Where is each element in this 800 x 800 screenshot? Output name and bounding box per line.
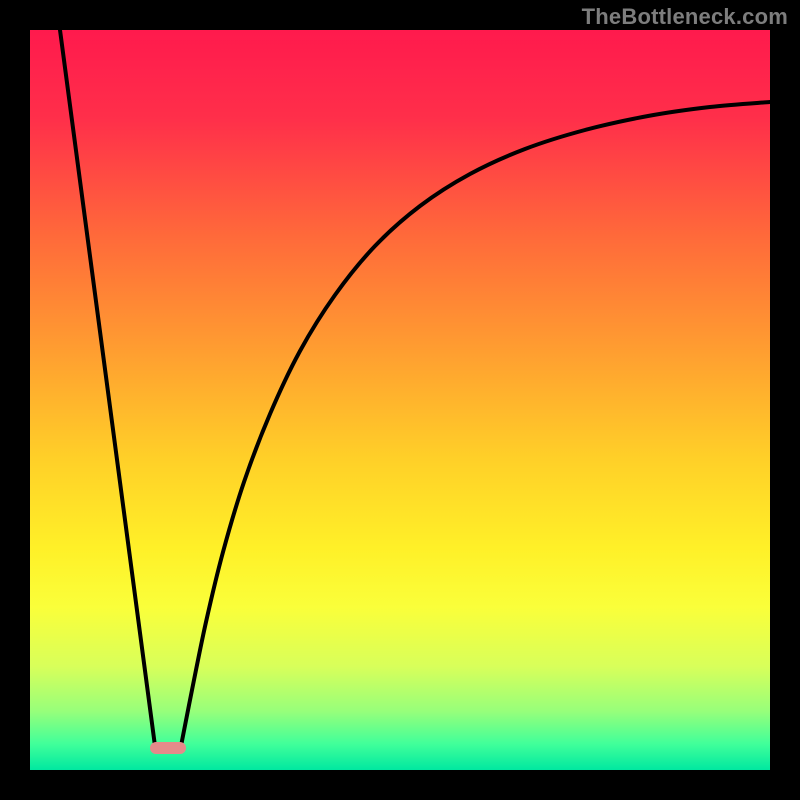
bottleneck-marker	[150, 742, 186, 754]
watermark-text: TheBottleneck.com	[582, 4, 788, 30]
frame-bottom	[0, 770, 800, 800]
gradient-background	[30, 30, 770, 770]
frame-left	[0, 0, 30, 800]
plot-area	[30, 30, 770, 770]
frame-right	[770, 0, 800, 800]
chart-svg	[30, 30, 770, 770]
